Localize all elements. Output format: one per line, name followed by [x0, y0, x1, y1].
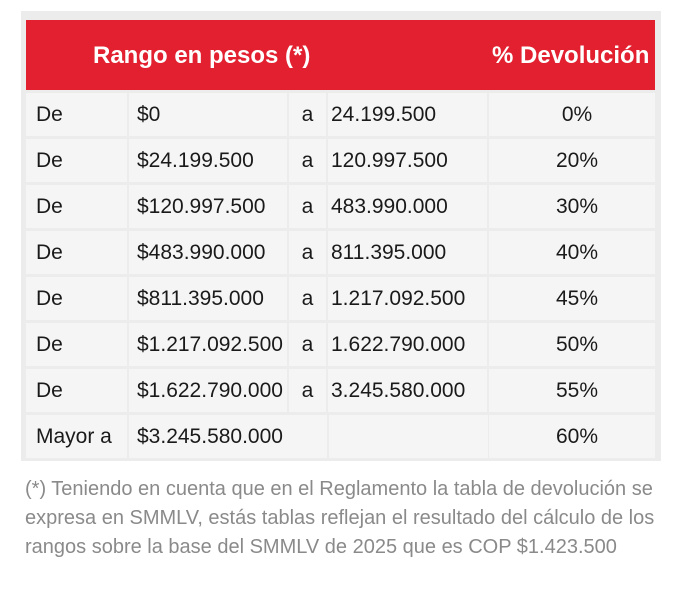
- row-pct: 0%: [489, 93, 655, 136]
- table-body: De $0 a 24.199.500 0% De $24.199.500 a 1…: [26, 93, 655, 461]
- row-to: [329, 415, 488, 458]
- row-to: 3.245.580.000: [328, 369, 487, 412]
- row-pct: 45%: [489, 277, 655, 320]
- row-from: $811.395.000: [129, 277, 287, 320]
- row-sep: a: [289, 369, 326, 412]
- row-from: $0: [129, 93, 287, 136]
- row-pct: 30%: [489, 185, 655, 228]
- table-header: Rango en pesos (*) % Devolución: [26, 20, 655, 90]
- row-sep: a: [289, 277, 326, 320]
- table-row: De $1.622.790.000 a 3.245.580.000 55%: [26, 369, 655, 412]
- row-label: De: [26, 231, 127, 274]
- table-row: De $1.217.092.500 a 1.622.790.000 50%: [26, 323, 655, 366]
- row-label: Mayor a: [26, 415, 127, 458]
- row-sep: a: [289, 139, 326, 182]
- row-from: $1.622.790.000: [129, 369, 287, 412]
- row-from: $3.245.580.000: [129, 415, 327, 458]
- table-row: De $120.997.500 a 483.990.000 30%: [26, 185, 655, 228]
- row-pct: 55%: [489, 369, 655, 412]
- row-to: 1.217.092.500: [328, 277, 487, 320]
- row-pct: 60%: [489, 415, 655, 458]
- row-pct: 20%: [489, 139, 655, 182]
- footnote: (*) Teniendo en cuenta que en el Reglame…: [25, 478, 655, 558]
- row-to: 483.990.000: [328, 185, 487, 228]
- row-label: De: [26, 277, 127, 320]
- table-row: Mayor a $3.245.580.000 60%: [26, 415, 655, 458]
- row-to: 811.395.000: [328, 231, 487, 274]
- row-to: 120.997.500: [328, 139, 487, 182]
- row-from: $1.217.092.500: [129, 323, 287, 366]
- table-row: De $483.990.000 a 811.395.000 40%: [26, 231, 655, 274]
- row-pct: 50%: [489, 323, 655, 366]
- row-sep: a: [289, 231, 326, 274]
- row-from: $483.990.000: [129, 231, 287, 274]
- row-label: De: [26, 93, 127, 136]
- row-sep: a: [289, 185, 326, 228]
- row-label: De: [26, 139, 127, 182]
- row-label: De: [26, 323, 127, 366]
- row-to: 24.199.500: [328, 93, 487, 136]
- table-row: De $0 a 24.199.500 0%: [26, 93, 655, 136]
- header-pct-label: % Devolución: [492, 42, 650, 69]
- row-label: De: [26, 185, 127, 228]
- row-pct: 40%: [489, 231, 655, 274]
- row-sep: a: [289, 93, 326, 136]
- row-to: 1.622.790.000: [328, 323, 487, 366]
- table-row: De $24.199.500 a 120.997.500 20%: [26, 139, 655, 182]
- row-from: $120.997.500: [129, 185, 287, 228]
- header-range-label: Rango en pesos (*): [93, 42, 311, 69]
- row-from: $24.199.500: [129, 139, 287, 182]
- devolution-table: Rango en pesos (*) % Devolución De $0 a …: [21, 11, 661, 461]
- row-label: De: [26, 369, 127, 412]
- table-row: De $811.395.000 a 1.217.092.500 45%: [26, 277, 655, 320]
- row-sep: a: [289, 323, 326, 366]
